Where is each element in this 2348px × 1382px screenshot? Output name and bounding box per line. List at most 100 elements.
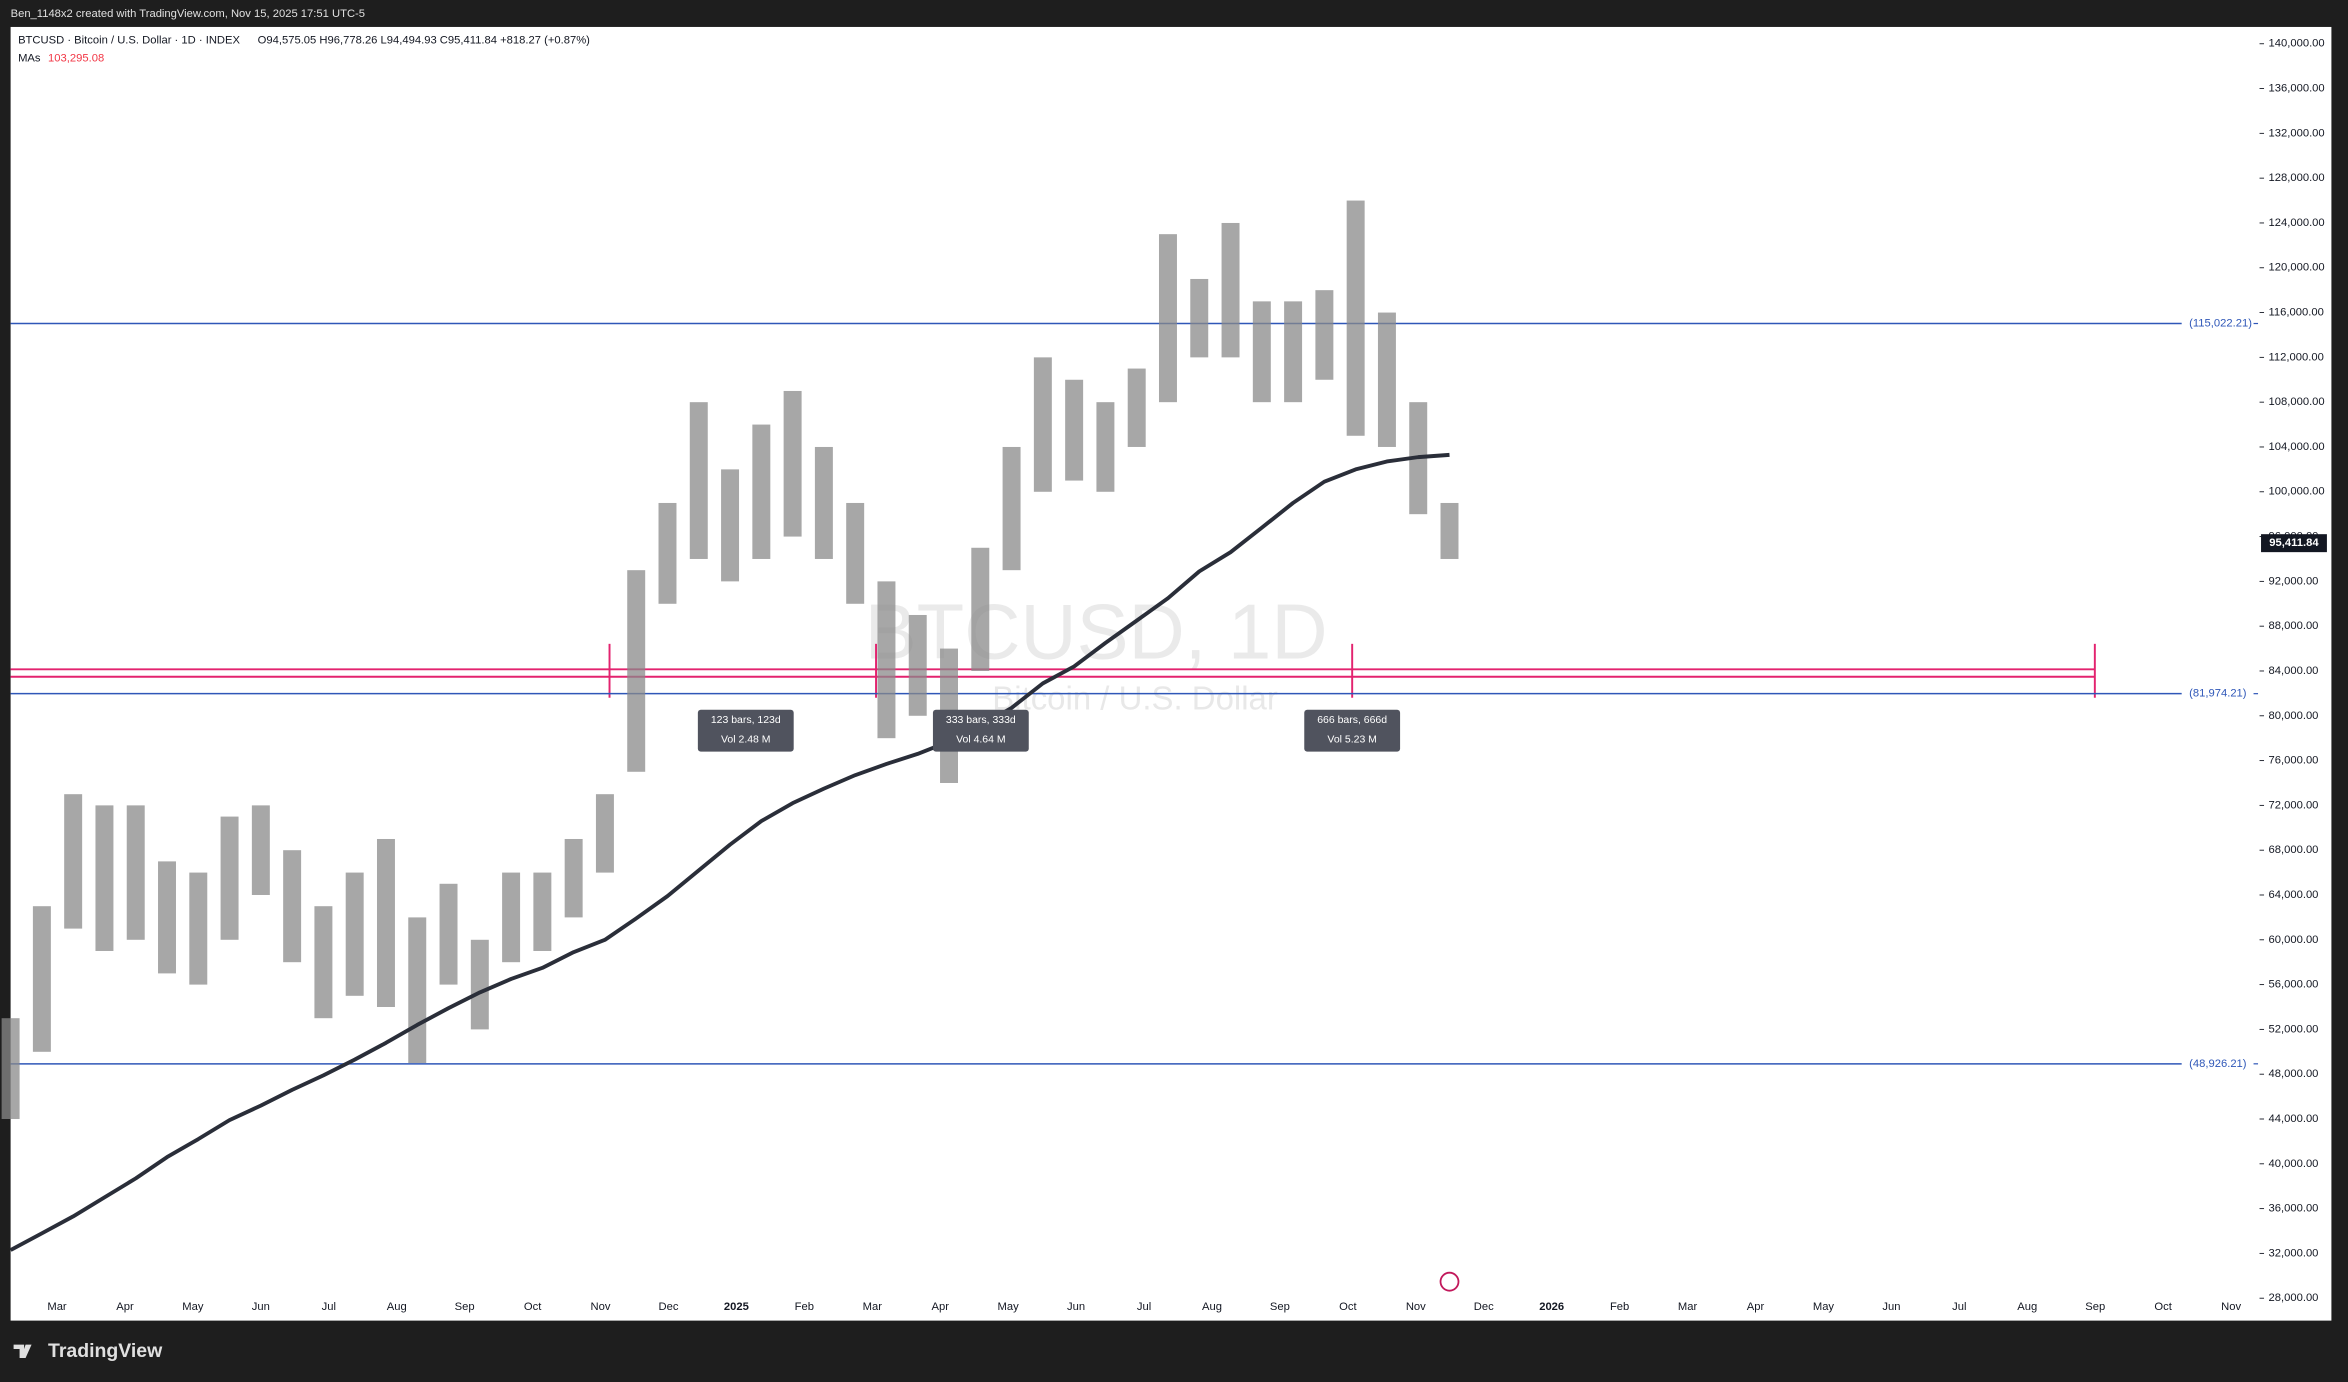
y-tick-label: 28,000.00: [2269, 1292, 2319, 1304]
x-tick-label: May: [182, 1301, 204, 1313]
y-tick-label: 84,000.00: [2269, 665, 2319, 677]
x-tick-label: Nov: [2221, 1301, 2241, 1313]
price-bar: [1127, 368, 1146, 447]
measure-box: [932, 709, 1029, 752]
x-tick-label: Jun: [1067, 1301, 1085, 1313]
x-tick-label: Aug: [387, 1301, 407, 1313]
y-tick-label: 128,000.00: [2269, 172, 2325, 184]
y-tick-label: 92,000.00: [2269, 575, 2319, 587]
price-bar: [1190, 278, 1209, 358]
last-price-tag: [2261, 534, 2327, 553]
x-tick-label: Dec: [659, 1301, 679, 1313]
price-bar: [376, 838, 395, 1007]
y-tick-label: 56,000.00: [2269, 979, 2319, 991]
measure-box: [697, 709, 794, 752]
price-bar: [1315, 290, 1334, 380]
price-bar: [95, 805, 114, 951]
y-tick-label: 52,000.00: [2269, 1023, 2319, 1035]
price-bar: [877, 581, 896, 739]
y-tick-label: 48,000.00: [2269, 1068, 2319, 1080]
y-tick-label: 40,000.00: [2269, 1158, 2319, 1170]
price-bar: [1096, 402, 1115, 492]
x-tick-label: Jul: [1137, 1301, 1151, 1313]
price-bar: [1033, 357, 1052, 492]
y-tick-label: 60,000.00: [2269, 934, 2319, 946]
price-bar: [1065, 379, 1084, 481]
symbol-title: BTCUSD · Bitcoin / U.S. Dollar · 1D · IN…: [18, 34, 240, 46]
price-bar: [283, 850, 302, 963]
y-tick-label: 64,000.00: [2269, 889, 2319, 901]
measure-box: [1304, 709, 1401, 752]
y-tick-label: 112,000.00: [2269, 351, 2324, 363]
price-bar: [658, 502, 677, 604]
x-tick-label: May: [998, 1301, 1020, 1313]
price-bar: [470, 939, 489, 1030]
moving-average: [9, 452, 1450, 1252]
level-label: (48,926.21): [2189, 1058, 2247, 1070]
price-bar: [814, 446, 833, 559]
y-tick-label: 68,000.00: [2269, 844, 2319, 856]
x-tick-label: 2025: [724, 1301, 749, 1313]
watermark-sub: Bitcoin / U.S. Dollar: [992, 679, 1278, 716]
y-tick-label: 124,000.00: [2269, 217, 2325, 229]
y-tick-label: 80,000.00: [2269, 710, 2319, 722]
price-bar: [408, 917, 427, 1063]
x-tick-label: Feb: [795, 1301, 814, 1313]
date-range-tool: [10, 643, 2096, 698]
y-tick-label: 140,000.00: [2269, 38, 2325, 50]
watermark: BTCUSD, 1D: [865, 589, 1328, 675]
y-tick-label: 132,000.00: [2269, 127, 2325, 139]
x-tick-label: Oct: [1339, 1301, 1357, 1313]
ohlc-values: O94,575.05 H96,778.26 L94,494.93 C95,411…: [258, 34, 591, 46]
price-bar: [345, 872, 364, 996]
price-bar: [220, 816, 239, 940]
logo-icon: [13, 1344, 32, 1359]
price-bar: [502, 872, 521, 963]
y-tick-label: 108,000.00: [2269, 396, 2325, 408]
measure-vol: Vol 4.64 M: [956, 734, 1005, 745]
level-label: (115,022.21): [2189, 317, 2252, 329]
y-tick-label: 116,000.00: [2269, 307, 2324, 319]
x-tick-label: Oct: [2154, 1301, 2172, 1313]
x-tick-label: Sep: [455, 1301, 475, 1313]
price-bar: [1377, 312, 1396, 447]
x-tick-label: Dec: [1474, 1301, 1494, 1313]
price-bar: [533, 872, 552, 951]
last-price-label: 95,411.84: [2269, 537, 2319, 549]
measure-vol: Vol 5.23 M: [1327, 734, 1376, 745]
y-tick-label: 32,000.00: [2269, 1247, 2319, 1259]
y-tick-label: 44,000.00: [2269, 1113, 2319, 1125]
x-tick-label: 2026: [1539, 1301, 1564, 1313]
price-bar: [1346, 200, 1365, 436]
x-tick-label: Mar: [47, 1301, 67, 1313]
price-bar: [1440, 502, 1459, 559]
x-tick-label: Mar: [1678, 1301, 1698, 1313]
price-bar: [1221, 222, 1240, 358]
price-bar: [846, 502, 865, 604]
x-tick-label: Feb: [1610, 1301, 1629, 1313]
price-bar: [595, 794, 614, 873]
price-bar: [64, 794, 83, 929]
x-tick-label: Apr: [116, 1301, 134, 1313]
price-bar: [908, 614, 927, 716]
y-tick-label: 104,000.00: [2269, 441, 2325, 453]
price-bar: [783, 390, 802, 537]
logo: TradingView: [13, 1340, 163, 1362]
price-bar: [721, 469, 740, 582]
x-tick-label: Nov: [1406, 1301, 1426, 1313]
price-bar: [126, 805, 145, 940]
y-tick-label: 36,000.00: [2269, 1203, 2319, 1215]
price-bar: [314, 906, 333, 1019]
x-tick-label: Apr: [932, 1301, 950, 1313]
x-tick-label: Jul: [1952, 1301, 1966, 1313]
x-tick-label: Oct: [524, 1301, 542, 1313]
x-tick-label: Jun: [1882, 1301, 1900, 1313]
y-tick-label: 136,000.00: [2269, 83, 2325, 95]
logo-text: TradingView: [48, 1340, 163, 1362]
price-bar: [189, 872, 208, 985]
measure-bars: 123 bars, 123d: [711, 715, 781, 726]
price-bar: [439, 883, 458, 985]
x-tick-label: Apr: [1747, 1301, 1765, 1313]
event-icon: [1439, 1271, 1460, 1292]
